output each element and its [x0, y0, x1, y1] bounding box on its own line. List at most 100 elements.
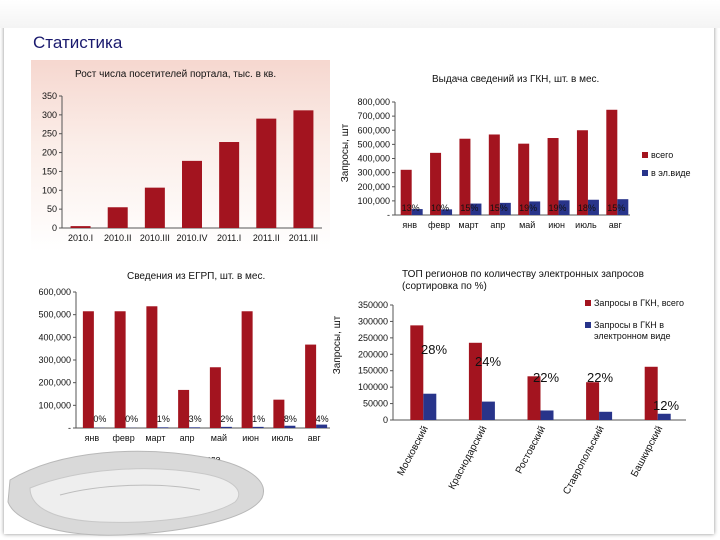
gkn-x-tick-label: июль [575, 220, 597, 230]
gkn-chart-title: Выдача сведений из ГКН, шт. в мес. [432, 74, 600, 85]
egrp-x-tick-label: февр [113, 433, 135, 443]
top_regions-pct-label: 12% [653, 398, 679, 413]
visitors-x-tick-label: 2010.II [104, 233, 132, 243]
egrp-x-tick-label: авг [308, 433, 322, 443]
visitors-bar [219, 142, 240, 228]
top_regions-bar [410, 325, 424, 420]
gkn-y-tick-label: - [387, 210, 390, 220]
gkn-pct-label: 15% [460, 203, 478, 213]
top_regions-bar [657, 413, 671, 420]
top_regions-bar [481, 401, 495, 420]
top_regions-x-tick-label: Ростовский [514, 424, 548, 476]
egrp-pct-label: 1% [252, 414, 265, 424]
top_regions-legend-label: Запросы в ГКН, всего [594, 298, 684, 308]
visitors-chart-background [31, 60, 330, 252]
egrp-chart-title: Сведения из ЕГРП, шт. в мес. [127, 271, 266, 282]
top_regions-y-tick-label: 100000 [358, 382, 388, 392]
gkn-x-tick-label: июн [548, 220, 565, 230]
visitors-x-tick-label: 2010.I [68, 233, 93, 243]
egrp-y-tick-label: - [68, 423, 71, 433]
egrp-y-tick-label: 500,000 [38, 310, 71, 320]
top_regions-legend-swatch [585, 322, 591, 328]
egrp-bar [146, 306, 158, 428]
egrp-pct-label: 3% [189, 414, 202, 424]
gkn-legend-label: в эл.виде [651, 168, 691, 178]
egrp-bar [273, 399, 285, 428]
top_regions-bar [644, 366, 658, 420]
egrp-pct-label: 4% [316, 414, 329, 424]
top_regions-y-tick-label: 350000 [358, 300, 388, 310]
top_regions-y-axis-title: Запросы, шт [332, 315, 343, 374]
visitors-x-tick-label: 2010.IV [176, 233, 207, 243]
top_regions-y-tick-label: 300000 [358, 316, 388, 326]
top_regions-legend-label: Запросы в ГКН в электронном виде [594, 320, 671, 341]
gkn-bar [529, 201, 541, 215]
top_regions-y-tick-label: 250000 [358, 333, 388, 343]
gkn-bar [488, 134, 500, 215]
top_regions-pct-label: 22% [533, 370, 559, 385]
top_regions-bar [540, 410, 554, 420]
egrp-x-tick-label: июн [242, 433, 259, 443]
page-title: Статистика [33, 33, 123, 52]
gkn-pct-label: 15% [607, 203, 625, 213]
gkn-bar [470, 203, 482, 215]
gkn-bar [576, 130, 588, 215]
top_regions-bar [599, 411, 613, 420]
visitors-y-tick-label: 350 [42, 91, 57, 101]
gkn-y-tick-label: 400,000 [357, 154, 390, 164]
top_regions-x-tick-label: Башкирский [629, 424, 665, 479]
visitors-x-tick-label: 2010.III [140, 233, 170, 243]
visitors-bar [70, 226, 91, 228]
visitors-x-tick-label: 2011.III [289, 233, 318, 243]
gkn-bar [547, 138, 559, 215]
gkn-x-tick-label: янв [402, 220, 417, 230]
egrp-pct-label: 8% [284, 414, 297, 424]
egrp-bar [189, 427, 201, 428]
top_regions-y-tick-label: 150000 [358, 366, 388, 376]
gkn-y-tick-label: 500,000 [357, 139, 390, 149]
egrp-bar [305, 344, 317, 428]
top_regions-x-tick-label: Краснодарский [447, 424, 490, 491]
egrp-bar [220, 426, 232, 428]
map-decoration [7, 450, 264, 536]
top_regions-legend-swatch [585, 300, 591, 306]
top_regions-bar [423, 393, 437, 420]
egrp-bar [157, 427, 169, 428]
gkn-x-tick-label: май [519, 220, 535, 230]
egrp-x-tick-label: март [145, 433, 165, 443]
gkn-x-tick-label: февр [428, 220, 450, 230]
gkn-pct-label: 15% [490, 203, 508, 213]
gkn-pct-label: 10% [431, 203, 449, 213]
top_regions-pct-label: 22% [587, 370, 613, 385]
gkn-legend-label: всего [651, 150, 673, 160]
gkn-legend-swatch [642, 170, 648, 176]
gkn-x-tick-label: март [458, 220, 478, 230]
visitors-x-tick-label: 2011.I [217, 233, 241, 243]
gkn-bar [606, 109, 618, 215]
top_regions-pct-label: 28% [421, 342, 447, 357]
gkn-bar [587, 199, 599, 215]
egrp-y-tick-label: 300,000 [38, 355, 71, 365]
gkn-y-tick-label: 300,000 [357, 168, 390, 178]
visitors-y-tick-label: 0 [52, 223, 57, 233]
gkn-x-tick-label: апр [490, 220, 505, 230]
visitors-chart-title: Рост числа посетителей портала, тыс. в к… [75, 69, 277, 80]
gkn-y-tick-label: 600,000 [357, 125, 390, 135]
gkn-bar [558, 200, 570, 215]
gkn-bar [499, 202, 511, 215]
visitors-bar [182, 160, 202, 228]
gkn-bar [430, 152, 442, 215]
gkn-pct-label: 13% [402, 203, 420, 213]
egrp-pct-label: 1% [157, 414, 170, 424]
visitors-bar [293, 110, 314, 228]
egrp-bar [316, 424, 328, 428]
regions-chart-title: ТОП регионов по количеству электронных з… [402, 269, 644, 292]
egrp-x-tick-label: янв [85, 433, 100, 443]
egrp-pct-label: 0% [93, 414, 106, 424]
egrp-y-tick-label: 400,000 [38, 332, 71, 342]
visitors-y-tick-label: 100 [42, 185, 57, 195]
gkn-x-tick-label: авг [609, 220, 623, 230]
egrp-y-tick-label: 200,000 [38, 378, 71, 388]
visitors-y-tick-label: 300 [42, 110, 57, 120]
